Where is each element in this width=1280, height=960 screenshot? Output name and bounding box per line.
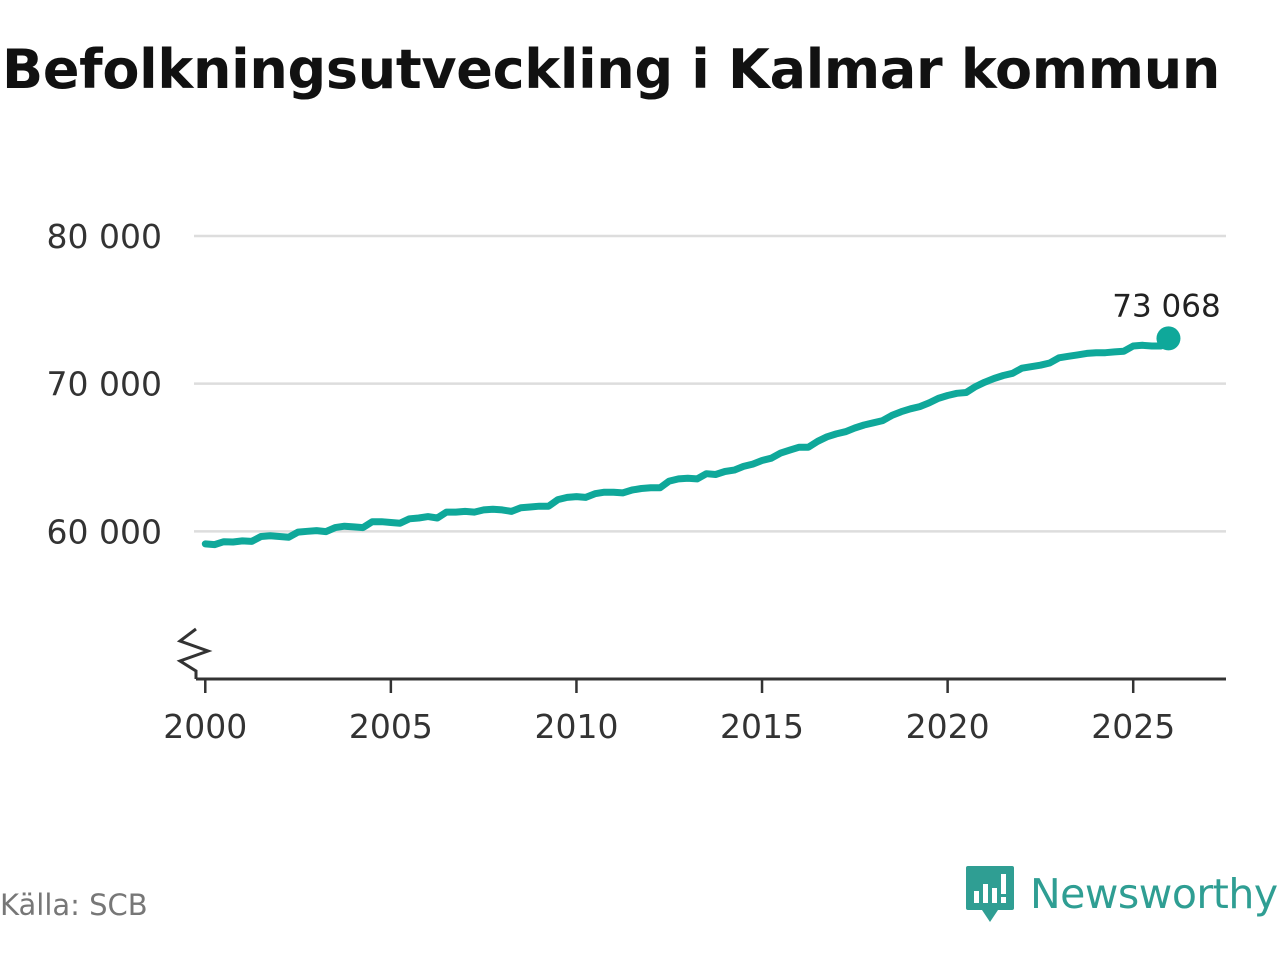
y-axis-break-icon: [176, 627, 213, 679]
x-tick-label: 2015: [720, 707, 804, 746]
brand-logo: Newsworthy: [964, 864, 1278, 924]
x-tick-label: 2010: [534, 707, 618, 746]
y-tick-label: 60 000: [47, 512, 162, 551]
end-value-label: 73 068: [1112, 288, 1220, 324]
x-tick-label: 2025: [1091, 707, 1175, 746]
brand-name: Newsworthy: [1030, 870, 1278, 918]
x-tick-label: 2005: [349, 707, 433, 746]
chart-title: Befolkningsutveckling i Kalmar kommun: [2, 38, 1221, 101]
end-point-marker: [1156, 326, 1181, 351]
y-tick-label: 70 000: [47, 365, 162, 404]
newsworthy-logo-icon: [966, 866, 1014, 922]
population-line: [201, 334, 1172, 549]
x-tick-label: 2020: [906, 707, 990, 746]
gridlines: [194, 234, 1226, 533]
x-axis: 2000 2005 2010 2015 2020 2025: [163, 677, 1226, 746]
source-label: Källa: SCB: [0, 888, 148, 922]
y-tick-label: 80 000: [47, 217, 162, 256]
x-tick-label: 2000: [163, 707, 247, 746]
y-axis: 60 000 70 000 80 000: [47, 217, 162, 551]
